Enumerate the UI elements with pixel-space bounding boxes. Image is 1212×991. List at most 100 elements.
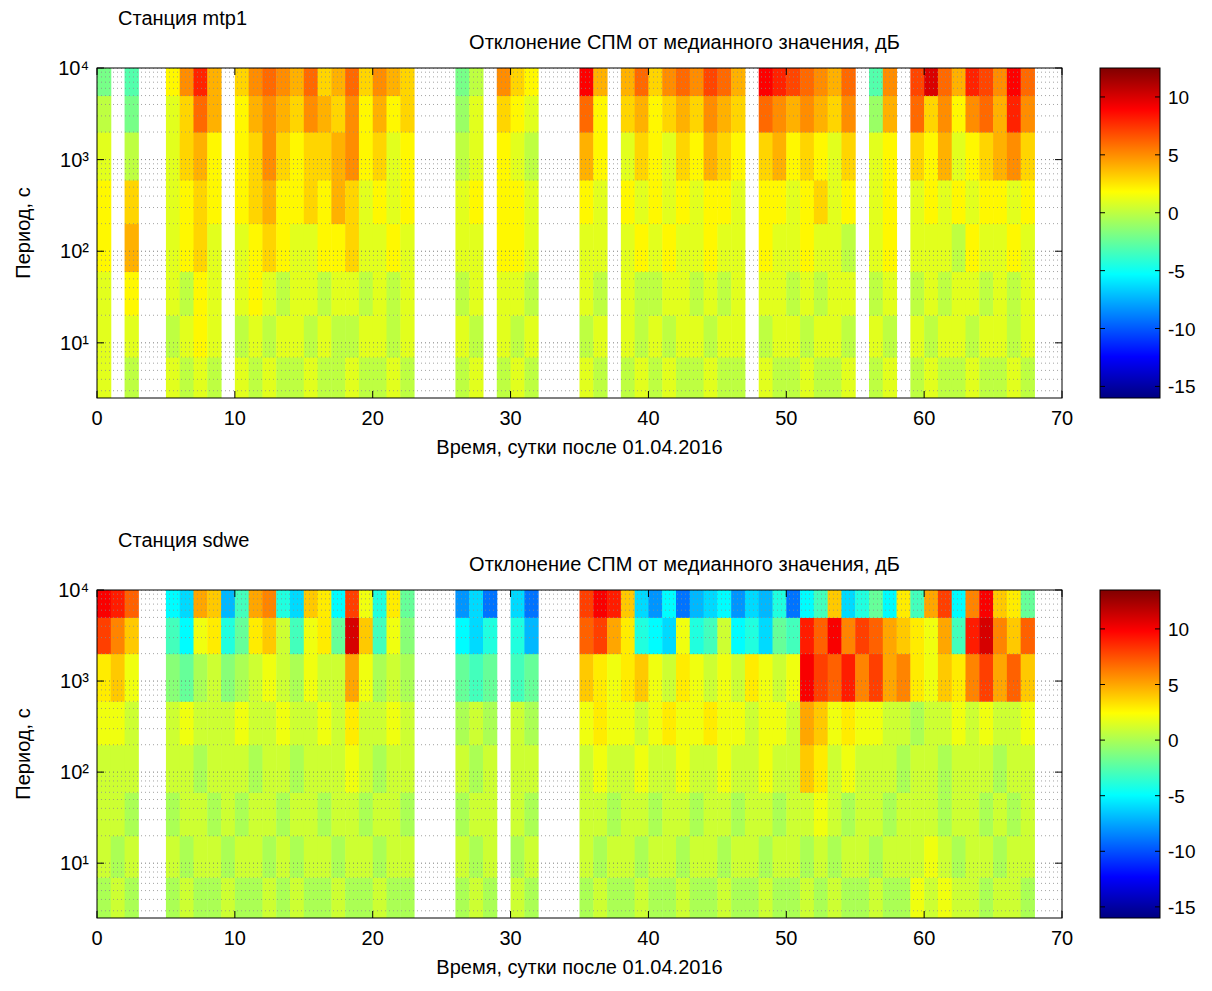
cell bbox=[924, 272, 938, 316]
cell bbox=[883, 96, 897, 133]
cell bbox=[387, 654, 401, 702]
cell bbox=[194, 792, 208, 836]
cell bbox=[924, 590, 938, 618]
x-tick-label: 0 bbox=[91, 407, 102, 429]
cell bbox=[593, 132, 607, 180]
cell bbox=[883, 315, 897, 357]
cell bbox=[621, 357, 635, 398]
colorbar-tick-label: 0 bbox=[1168, 730, 1179, 751]
cell bbox=[455, 315, 469, 357]
cell bbox=[580, 96, 594, 133]
cell bbox=[125, 654, 139, 702]
y-tick bbox=[1055, 342, 1062, 343]
cell bbox=[249, 68, 263, 96]
cell bbox=[276, 654, 290, 702]
colorbar-tick-label: 5 bbox=[1168, 145, 1179, 166]
cell bbox=[731, 654, 745, 702]
cell bbox=[249, 132, 263, 180]
cell bbox=[359, 180, 373, 224]
cell bbox=[400, 617, 414, 654]
cell bbox=[194, 654, 208, 702]
cell bbox=[648, 877, 662, 918]
cell bbox=[276, 836, 290, 878]
cell bbox=[910, 132, 924, 180]
cell bbox=[938, 96, 952, 133]
y-tick bbox=[1055, 590, 1062, 591]
cell bbox=[318, 180, 332, 224]
colorbar-tick bbox=[1155, 795, 1160, 796]
cell bbox=[580, 745, 594, 793]
cell bbox=[1007, 617, 1021, 654]
cell bbox=[469, 96, 483, 133]
cell bbox=[717, 180, 731, 224]
cell bbox=[331, 654, 345, 702]
cell bbox=[814, 654, 828, 702]
cell bbox=[180, 224, 194, 272]
station-label: Станция mtp1 bbox=[118, 7, 247, 29]
cell bbox=[524, 877, 538, 918]
cell bbox=[1021, 701, 1035, 745]
cell bbox=[511, 315, 525, 357]
cell bbox=[952, 836, 966, 878]
cell bbox=[207, 792, 221, 836]
y-tick bbox=[1055, 772, 1062, 773]
cell bbox=[221, 836, 235, 878]
cell bbox=[290, 132, 304, 180]
cell bbox=[938, 617, 952, 654]
cell bbox=[180, 792, 194, 836]
cell bbox=[662, 132, 676, 180]
cell bbox=[97, 180, 111, 224]
x-tick bbox=[924, 911, 925, 918]
cell bbox=[524, 701, 538, 745]
cell bbox=[621, 836, 635, 878]
cell bbox=[800, 836, 814, 878]
cell bbox=[497, 68, 511, 96]
cell bbox=[979, 224, 993, 272]
plot-bg bbox=[97, 590, 1062, 918]
cell bbox=[717, 96, 731, 133]
cell bbox=[1007, 180, 1021, 224]
cell bbox=[883, 792, 897, 836]
cell bbox=[262, 96, 276, 133]
cell bbox=[841, 836, 855, 878]
colorbar-tick bbox=[1155, 212, 1160, 213]
cell bbox=[966, 315, 980, 357]
cell bbox=[800, 132, 814, 180]
cell bbox=[469, 224, 483, 272]
y-tick bbox=[97, 772, 104, 773]
cell bbox=[828, 132, 842, 180]
cell bbox=[993, 96, 1007, 133]
x-axis-title: Время, сутки после 01.04.2016 bbox=[436, 436, 722, 458]
cell bbox=[207, 701, 221, 745]
cell bbox=[511, 792, 525, 836]
cell bbox=[704, 792, 718, 836]
x-tick-label: 0 bbox=[91, 927, 102, 949]
cell bbox=[910, 180, 924, 224]
cell bbox=[455, 792, 469, 836]
cell bbox=[249, 357, 263, 398]
cell bbox=[676, 315, 690, 357]
cell bbox=[662, 617, 676, 654]
cell bbox=[524, 96, 538, 133]
cell bbox=[276, 132, 290, 180]
cell bbox=[841, 272, 855, 316]
grid-line-minor bbox=[97, 168, 1062, 169]
cell bbox=[235, 132, 249, 180]
cell bbox=[841, 701, 855, 745]
cell bbox=[966, 272, 980, 316]
cell bbox=[786, 792, 800, 836]
cell bbox=[304, 132, 318, 180]
cell bbox=[704, 180, 718, 224]
grid-line bbox=[97, 772, 1062, 773]
cell bbox=[304, 180, 318, 224]
colorbar-tick bbox=[1155, 740, 1160, 741]
grid-line-minor bbox=[97, 72, 1062, 73]
cell bbox=[1021, 272, 1035, 316]
cell bbox=[704, 132, 718, 180]
cell bbox=[745, 654, 759, 702]
cell bbox=[814, 224, 828, 272]
cell bbox=[952, 180, 966, 224]
cell bbox=[580, 180, 594, 224]
cell bbox=[524, 654, 538, 702]
cell bbox=[469, 701, 483, 745]
